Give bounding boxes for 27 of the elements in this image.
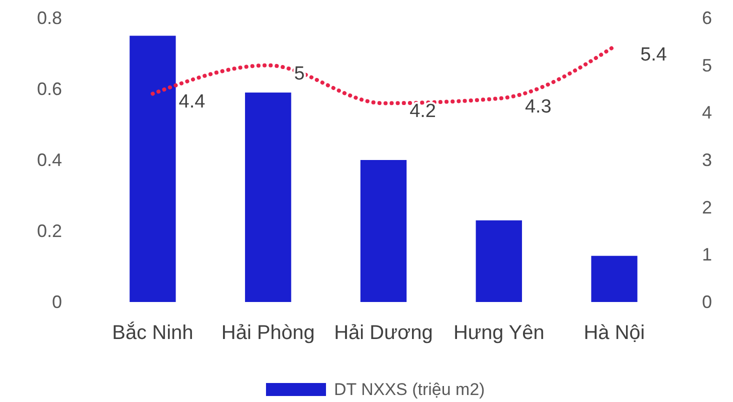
y2-tick-label: 0 (702, 292, 712, 312)
x-tick-label: Hải Phòng (221, 322, 315, 344)
x-tick-label: Hải Dương (334, 322, 433, 344)
y2-tick-label: 4 (702, 102, 712, 123)
y-tick-label: 0 (52, 292, 62, 312)
y2-tick-label: 1 (702, 244, 712, 265)
y2-tick-label: 5 (702, 55, 712, 76)
x-tick-label: Hưng Yên (453, 322, 544, 344)
bar (130, 36, 176, 302)
bar (591, 256, 638, 302)
x-tick-label: Hà Nội (584, 322, 645, 344)
bar (476, 220, 522, 302)
y2-tick-label: 2 (702, 197, 712, 218)
y-tick-label: 0.6 (36, 79, 62, 99)
y-tick-label: 0.2 (36, 221, 62, 241)
data-label: 5.4 (640, 44, 668, 66)
y-tick-label: 0.8 (36, 8, 62, 28)
y2-tick-label: 3 (702, 150, 712, 170)
x-tick-label: Bắc Ninh (112, 321, 194, 344)
legend-label: DT NXXS (triệu m2) (334, 380, 485, 399)
bar (245, 92, 292, 302)
y-tick-label: 0.4 (36, 150, 62, 170)
data-label: 4.4 (178, 92, 206, 113)
y2-tick-label: 6 (702, 8, 712, 28)
bar (360, 160, 407, 302)
data-label: 4.2 (410, 101, 436, 122)
data-label: 4.3 (524, 96, 552, 118)
